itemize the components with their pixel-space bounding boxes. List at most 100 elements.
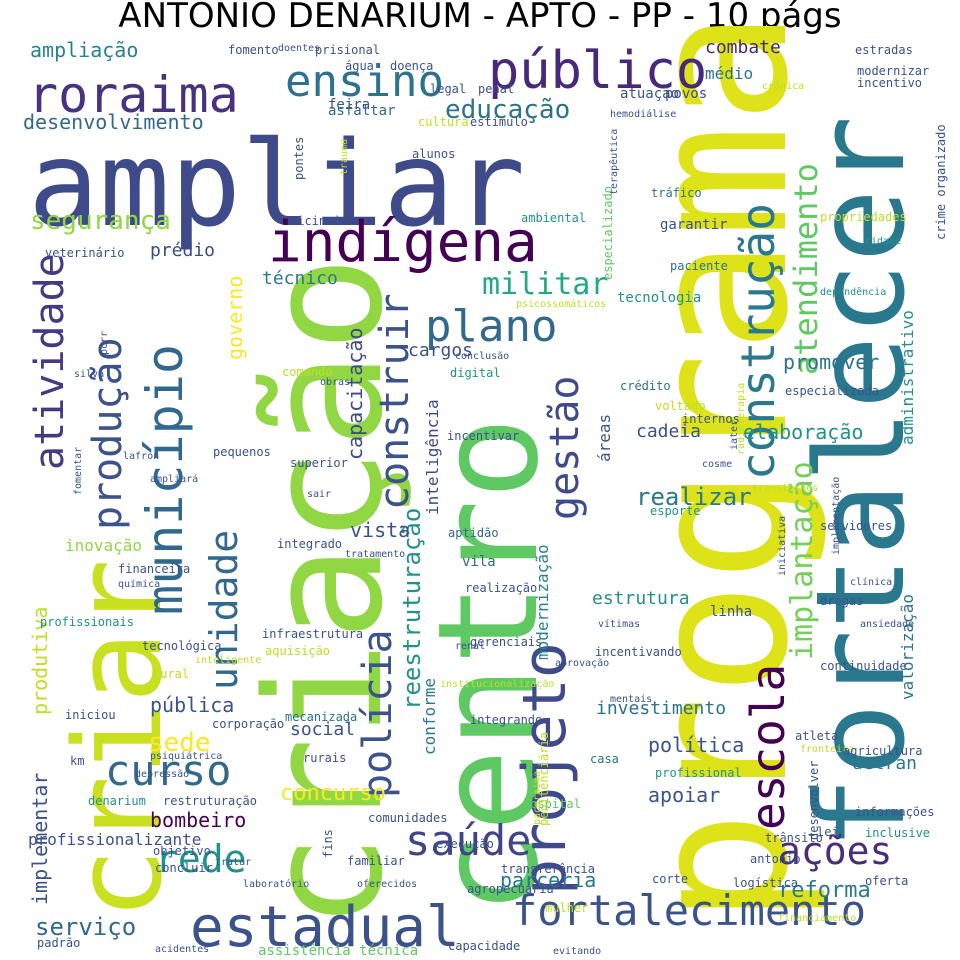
word-cidade: cidade xyxy=(865,236,902,247)
word-ampliara: ampliará xyxy=(150,474,199,485)
word-doenca: doença xyxy=(390,59,434,73)
word-concurso: concurso xyxy=(280,781,386,806)
word-estradas: estradas xyxy=(855,43,913,57)
word-lei: lei xyxy=(817,825,839,839)
word-rural: rural xyxy=(153,667,190,681)
word-mulher: mulher xyxy=(545,901,589,915)
word-especializada: especializada xyxy=(785,384,879,398)
word-tecnico: técnico xyxy=(262,268,338,289)
word-antonio: antonio xyxy=(750,852,801,866)
word-saude: saúde xyxy=(405,816,532,865)
word-mentais: mentais xyxy=(610,694,653,705)
word-hospital: hospital xyxy=(523,797,581,811)
word-crime-organizado: crime organizado xyxy=(934,124,948,240)
word-atividade: atividade xyxy=(27,253,73,470)
word-integrado: integrado xyxy=(277,537,343,551)
word-logistica: logística xyxy=(733,876,799,890)
word-incentivar: incentivar xyxy=(447,429,520,443)
word-medio: médio xyxy=(705,64,754,83)
word-vista: vista xyxy=(350,518,411,542)
word-servico: serviço xyxy=(35,913,137,941)
word-rurais: rurais xyxy=(303,751,347,765)
word-ampliar: ampliar xyxy=(28,115,526,253)
word-iater: iater xyxy=(729,419,740,450)
word-acoes: ações xyxy=(778,829,893,873)
word-rede: rede xyxy=(155,837,247,881)
word-tecnologia: tecnologia xyxy=(617,290,702,306)
word-fomentar: fomentar xyxy=(73,446,84,495)
word-fortalecimento: fortalecimento xyxy=(512,886,867,935)
word-povos: povos xyxy=(665,86,708,102)
word-militar: militar xyxy=(482,267,609,302)
word-incentivando: incentivando xyxy=(595,645,682,659)
word-oferta: oferta xyxy=(865,874,909,888)
word-objetivo: objetivo xyxy=(153,844,211,858)
word-producao: produção xyxy=(85,337,131,530)
word-investimento: investimento xyxy=(596,698,727,719)
word-ampliacao: ampliação xyxy=(30,38,139,62)
word-implementacao: implementação xyxy=(831,476,842,555)
word-transito: trânsito xyxy=(765,831,823,845)
word-clinica: clínica xyxy=(850,577,893,588)
word-concluir: concluir xyxy=(155,861,213,875)
word-parceria: parceria xyxy=(500,868,597,892)
word-bombeiro: bombeiro xyxy=(150,808,247,832)
word-doentes: doentes xyxy=(278,43,321,54)
word-transferencia: transferência xyxy=(501,862,595,876)
word-vicinais: vicinais xyxy=(290,214,348,228)
word-padrao: padrão xyxy=(37,936,81,950)
word-iniciou: iniciou xyxy=(65,708,116,722)
word-linha: linha xyxy=(710,604,753,620)
word-atleta: atleta xyxy=(795,729,839,743)
word-prisional: prisional xyxy=(315,43,381,57)
word-execucao: execução xyxy=(436,837,494,851)
word-promover: promover xyxy=(783,350,880,374)
word-infraestrutura: infraestrutura xyxy=(262,627,364,641)
word-assistencia-tecnica: assistência técnica xyxy=(258,943,419,959)
word-vitimas: vítimas xyxy=(598,619,641,630)
word-lafron: lafron xyxy=(123,451,160,462)
word-desenvolvimento: desenvolvimento xyxy=(23,110,204,134)
word-fronteira: fronteira xyxy=(800,744,855,755)
word-sair: sair xyxy=(307,489,332,500)
word-profissionalizante: profissionalizante xyxy=(28,830,202,849)
word-profissional: profissional xyxy=(655,766,742,780)
word-oferecidos: oferecidos xyxy=(357,879,418,890)
word-silva: silva xyxy=(74,369,105,380)
word-publica: pública xyxy=(150,693,235,717)
word-integrando: integrando xyxy=(470,713,543,727)
word-renal: renal xyxy=(455,641,486,652)
word-administrativo: administrativo xyxy=(898,310,917,445)
word-atendimento: atendimento xyxy=(787,163,825,375)
word-casa: casa xyxy=(590,752,619,766)
word-drogas: drogas xyxy=(820,594,864,608)
word-areas: áreas xyxy=(595,413,614,462)
word-politica: política xyxy=(648,733,745,757)
word-financiamento: financiamento xyxy=(778,913,857,924)
word-cosme: cosme xyxy=(702,459,733,470)
word-profissionais: profissionais xyxy=(40,615,134,629)
word-valorizacao: valorização xyxy=(898,594,917,700)
word-policia: polícia xyxy=(355,629,401,798)
word-educacao: educação xyxy=(445,95,571,125)
word-denarium: denarium xyxy=(88,794,146,808)
word-estadual: estadual xyxy=(190,895,460,960)
word-plano: plano xyxy=(425,301,558,352)
word-construir: construir xyxy=(372,293,418,510)
word-ambiental: ambiental xyxy=(521,211,587,225)
word-financeira: financeira xyxy=(118,562,191,576)
word-fins: fins xyxy=(321,829,335,858)
word-feira: feira xyxy=(328,97,371,113)
word-transtornos: transtornos xyxy=(752,483,819,494)
word-legal: legal xyxy=(430,82,467,96)
word-voltado: voltado xyxy=(655,399,706,413)
word-detran: detran xyxy=(852,753,918,774)
word-agua: água xyxy=(345,59,374,73)
word-fomento: fomento xyxy=(228,43,279,57)
word-predio: prédio xyxy=(150,240,216,261)
word-capacitacao: capacitação xyxy=(343,327,367,460)
word-psicossomaticos: psicossomáticos xyxy=(516,299,607,310)
word-realizacao: realização xyxy=(465,581,538,595)
word-gerenciais: gerenciais xyxy=(470,635,543,649)
word-asfaltar: asfaltar xyxy=(328,103,396,119)
